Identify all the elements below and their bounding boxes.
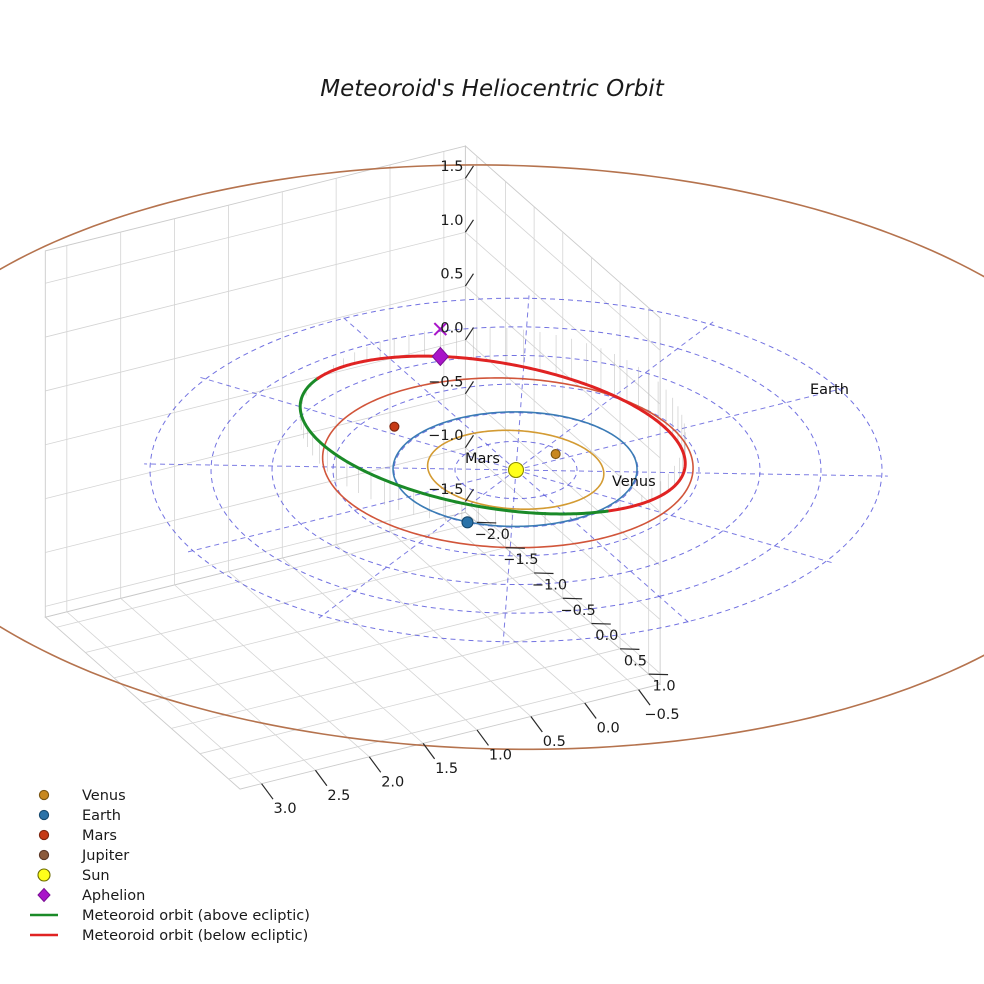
- y-tick-1: 0.0: [597, 721, 620, 737]
- z-tick-0: 1.5: [440, 159, 463, 175]
- legend-label: Earth: [82, 808, 121, 824]
- body-markers-group: [389, 322, 561, 529]
- planet-orbits-group: [0, 164, 984, 751]
- polar-grid-group: [144, 295, 888, 645]
- z-tick-4: −0.5: [428, 374, 463, 390]
- legend-item-mars[interactable]: Mars: [38, 828, 117, 844]
- legend-item-jupiter[interactable]: Jupiter: [38, 848, 129, 864]
- z-tick-6: −1.5: [428, 482, 463, 498]
- x-tick-6: 1.0: [653, 679, 676, 695]
- venus-marker: [550, 449, 561, 460]
- x-tick-0: −2.0: [475, 527, 510, 543]
- orbit-1: [392, 411, 638, 528]
- legend-marker-circle: [37, 868, 51, 882]
- orbit-3: [0, 164, 984, 751]
- x-tick-3: −0.5: [561, 603, 596, 619]
- aphelion-marker: [431, 346, 450, 367]
- axis-ticks-group: −2.0 −1.5 −1.0 −0.5 0.0 0.5 1.0 −0.5 0.0 0.5 1.0 1.…: [261, 159, 680, 817]
- earth-marker: [461, 516, 474, 529]
- legend-item-sun[interactable]: Sun: [37, 868, 110, 884]
- legend-marker-circle: [38, 789, 50, 801]
- earth-label: Earth: [810, 382, 849, 398]
- y-tick-0: −0.5: [644, 707, 679, 723]
- legend-item-meteoroid-orbit-above-ecliptic[interactable]: Meteoroid orbit (above ecliptic): [30, 908, 310, 924]
- legend-marker-circle: [38, 829, 50, 841]
- orbit-0: [426, 429, 605, 510]
- mars-marker: [389, 421, 400, 432]
- x-tick-4: 0.0: [595, 628, 618, 644]
- orbit-2: [321, 377, 694, 549]
- y-tick-6: 2.5: [327, 788, 350, 804]
- body-labels-group: Mars Venus Earth: [465, 382, 849, 490]
- legend-label: Mars: [82, 828, 117, 844]
- legend-item-aphelion[interactable]: Aphelion: [37, 887, 145, 904]
- legend-label: Meteoroid orbit (below ecliptic): [82, 928, 308, 944]
- x-tick-2: −1.0: [532, 578, 567, 594]
- legend-label: Venus: [82, 788, 126, 804]
- legend-marker-circle: [38, 849, 50, 861]
- legend-item-earth[interactable]: Earth: [38, 808, 121, 824]
- y-tick-5: 2.0: [381, 774, 404, 790]
- legend-label: Aphelion: [82, 888, 145, 904]
- y-tick-4: 1.5: [435, 761, 458, 777]
- z-tick-2: 0.5: [440, 267, 463, 283]
- x-tick-5: 0.5: [624, 653, 647, 669]
- mars-label: Mars: [465, 451, 500, 467]
- meteoroid-orbit-group: [298, 354, 687, 516]
- legend[interactable]: Venus Earth Mars Jupiter Sun Aphelion Meteoroi…: [30, 788, 310, 944]
- axes-panes-group: [44, 145, 662, 790]
- y-tick-3: 1.0: [489, 747, 512, 763]
- legend-marker-circle: [38, 809, 50, 821]
- x-tick-1: −1.5: [503, 552, 538, 568]
- z-tick-5: −1.0: [428, 428, 463, 444]
- legend-marker-diamond: [37, 887, 51, 903]
- legend-label: Sun: [82, 868, 110, 884]
- venus-label: Venus: [612, 474, 656, 490]
- y-tick-7: 3.0: [273, 801, 296, 817]
- sun-marker: [507, 461, 525, 479]
- aphelion-projection-marker: [433, 322, 448, 336]
- page-title: Meteoroid's Heliocentric Orbit: [320, 76, 664, 102]
- legend-item-venus[interactable]: Venus: [38, 788, 126, 804]
- legend-item-meteoroid-orbit-below-ecliptic[interactable]: Meteoroid orbit (below ecliptic): [30, 928, 308, 944]
- z-tick-3: 0.0: [440, 321, 463, 337]
- z-tick-1: 1.0: [440, 213, 463, 229]
- legend-label: Meteoroid orbit (above ecliptic): [82, 908, 310, 924]
- y-tick-2: 0.5: [543, 734, 566, 750]
- legend-label: Jupiter: [81, 848, 129, 864]
